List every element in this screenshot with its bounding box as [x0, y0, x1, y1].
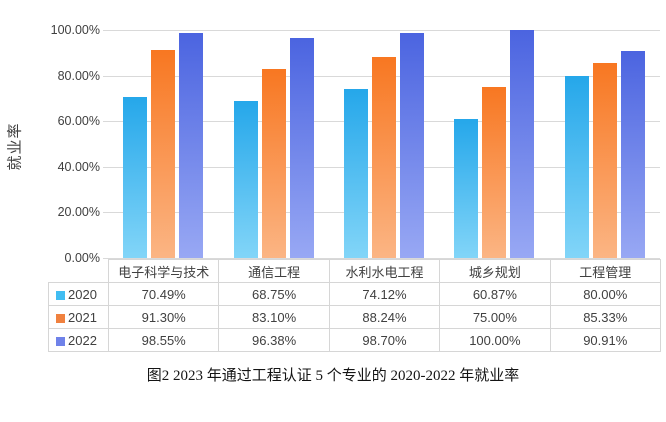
bar-group-工程管理 — [550, 30, 660, 258]
legend-cell-2021: 2021 — [48, 305, 109, 329]
legend-swatch-icon — [56, 290, 65, 300]
table-row: 2021 91.30% 83.10% 88.24% 75.00% 85.33% — [48, 305, 661, 329]
value-cell: 98.55% — [107, 328, 220, 352]
bar-2021-通信工程 — [261, 68, 286, 258]
bar-2020-通信工程 — [233, 101, 258, 258]
column-header: 城乡规划 — [439, 259, 551, 283]
column-header: 水利水电工程 — [328, 259, 441, 283]
bar-2020-电子科学与技术 — [123, 97, 148, 258]
bar-2020-水利水电工程 — [343, 89, 368, 258]
bar-2020-工程管理 — [564, 75, 589, 258]
y-tick-label: 20.00% — [57, 205, 100, 220]
figure-caption: 图2 2023 年通过工程认证 5 个专业的 2020-2022 年就业率 — [146, 368, 520, 384]
legend-swatch-icon — [56, 336, 65, 346]
bar-group-通信工程 — [218, 30, 328, 258]
value-cell: 70.49% — [107, 282, 220, 306]
value-cell: 74.12% — [328, 282, 441, 306]
legend-year-label: 2021 — [68, 309, 97, 325]
value-cell: 85.33% — [549, 305, 661, 329]
bar-group-水利水电工程 — [329, 30, 439, 258]
value-cell: 60.87% — [439, 282, 551, 306]
value-cell: 100.00% — [439, 328, 551, 352]
table-row: 2022 98.55% 96.38% 98.70% 100.00% 90.91% — [48, 328, 661, 352]
y-tick-label: 40.00% — [57, 159, 100, 174]
table-corner-cell — [49, 260, 109, 283]
bar-2022-城乡规划 — [510, 30, 535, 258]
column-header: 电子科学与技术 — [107, 259, 220, 283]
legend-cell-2022: 2022 — [48, 328, 109, 352]
value-cell: 68.75% — [218, 282, 330, 306]
value-cell: 98.70% — [328, 328, 441, 352]
y-axis-title: 就业率 — [6, 122, 24, 171]
value-cell: 75.00% — [439, 305, 551, 329]
gridline — [103, 258, 660, 259]
y-tick-label: 60.00% — [57, 114, 100, 129]
bar-2021-电子科学与技术 — [151, 49, 176, 258]
plot-area — [108, 30, 660, 258]
legend-swatch-icon — [56, 313, 65, 323]
value-cell: 96.38% — [218, 328, 330, 352]
value-cell: 80.00% — [549, 282, 661, 306]
bar-2021-工程管理 — [592, 63, 617, 258]
y-tick-label: 0.00% — [64, 251, 100, 265]
table-row: 2020 70.49% 68.75% 74.12% 60.87% 80.00% — [48, 282, 661, 306]
column-header: 工程管理 — [549, 259, 661, 283]
bar-2022-电子科学与技术 — [179, 33, 204, 258]
bar-group-电子科学与技术 — [108, 30, 218, 258]
gridline — [103, 30, 660, 31]
value-cell: 90.91% — [549, 328, 661, 352]
bar-2021-水利水电工程 — [371, 56, 396, 258]
value-cell: 83.10% — [218, 305, 330, 329]
bar-group-城乡规划 — [439, 30, 549, 258]
bar-2022-工程管理 — [620, 50, 645, 258]
bar-2021-城乡规划 — [482, 87, 507, 258]
bar-2022-水利水电工程 — [399, 33, 424, 258]
bar-2022-通信工程 — [289, 38, 314, 258]
y-tick-label: 100.00% — [50, 23, 100, 37]
legend-year-label: 2022 — [68, 332, 97, 348]
bar-2020-城乡规划 — [454, 119, 479, 258]
legend-year-label: 2020 — [68, 286, 97, 302]
value-cell: 88.24% — [328, 305, 441, 329]
y-tick-label: 80.00% — [57, 68, 100, 83]
column-header: 通信工程 — [218, 259, 330, 283]
legend-cell-2020: 2020 — [48, 282, 109, 306]
value-cell: 91.30% — [107, 305, 220, 329]
chart-data-table: 电子科学与技术 通信工程 水利水电工程 城乡规划 工程管理 2020 70.49% 68.75… — [48, 259, 661, 352]
